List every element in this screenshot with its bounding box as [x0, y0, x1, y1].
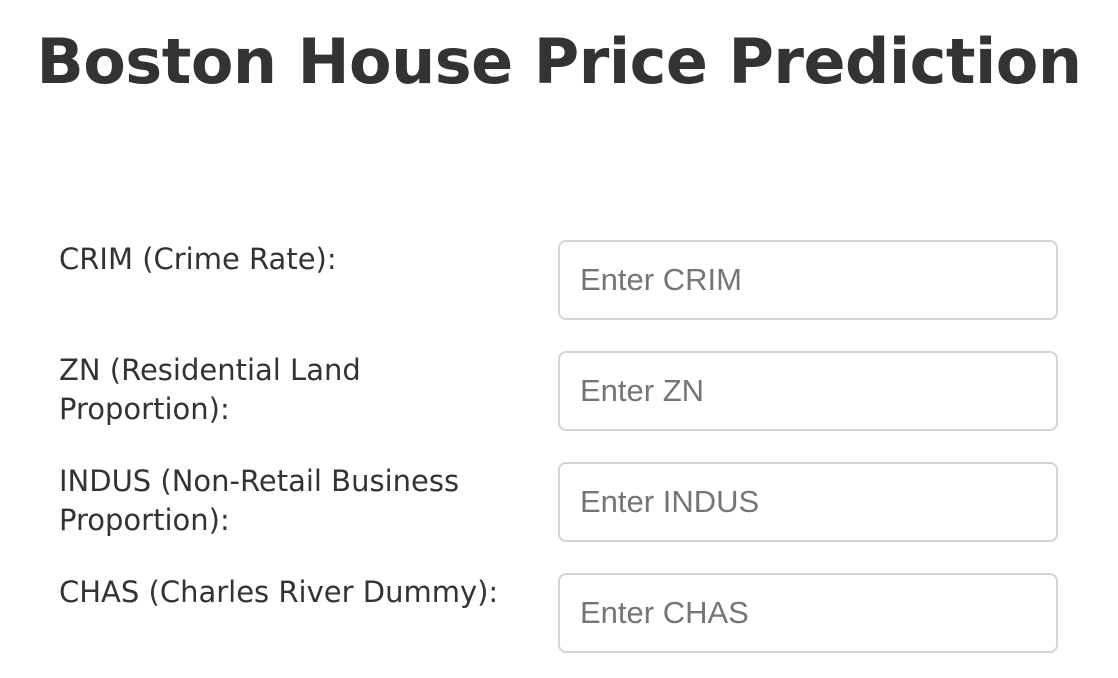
zn-input[interactable] — [558, 351, 1058, 431]
crim-input[interactable] — [558, 240, 1058, 320]
field-row-crim: CRIM (Crime Rate): — [0, 240, 1118, 322]
chas-input[interactable] — [558, 573, 1058, 653]
zn-label: ZN (Residential Land Proportion): — [59, 353, 361, 426]
field-row-chas: CHAS (Charles River Dummy): — [0, 573, 1118, 655]
crim-label: CRIM (Crime Rate): — [59, 242, 337, 276]
chas-label: CHAS (Charles River Dummy): — [59, 575, 499, 609]
field-row-zn: ZN (Residential Land Proportion): — [0, 351, 1118, 433]
field-row-indus: INDUS (Non-Retail Business Proportion): — [0, 462, 1118, 544]
indus-label: INDUS (Non-Retail Business Proportion): — [59, 464, 460, 537]
page-title: Boston House Price Prediction — [36, 25, 1082, 98]
indus-input[interactable] — [558, 462, 1058, 542]
